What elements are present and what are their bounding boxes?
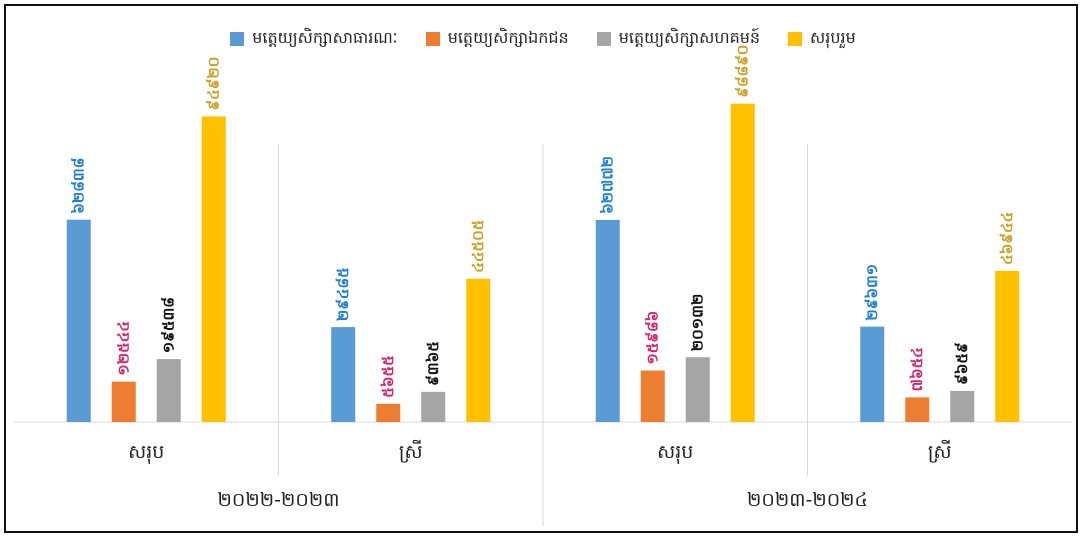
bar (111, 381, 136, 422)
data-label: ២៩៦៣១ (863, 264, 881, 321)
data-label: ៥៦៥៥ (379, 355, 397, 397)
bar (730, 103, 755, 422)
data-label: ៩៣៦៥ (424, 341, 442, 386)
data-label: ១៩៥៣៨ (160, 297, 178, 353)
legend-item-public: មត្តេយ្យសិក្សាសាធារណៈ (230, 27, 398, 51)
bar (156, 359, 181, 422)
legend: មត្តេយ្យសិក្សាសាធារណៈ មត្តេយ្យសិក្សាឯកជន… (6, 24, 1080, 54)
legend-label-community: មត្តេយ្យសិក្សាសហគមន៍ (618, 28, 761, 47)
bar (66, 219, 91, 422)
category-label: ស្រី (399, 439, 423, 463)
data-label: ២០១៣២ (689, 294, 707, 352)
bar (376, 403, 401, 422)
bar (860, 326, 885, 422)
bar (905, 397, 930, 422)
bar (995, 270, 1020, 422)
bar (331, 327, 356, 422)
legend-item-private: មត្តេយ្យសិក្សាឯកជន (425, 27, 569, 51)
bar (466, 278, 491, 422)
legend-item-total: សរុបរួម (788, 27, 856, 51)
data-label: ១២៥៤៤ (115, 321, 133, 376)
category-label: សរុប (657, 441, 693, 465)
legend-swatch-public (230, 32, 245, 46)
bar (640, 370, 665, 422)
bar (950, 390, 975, 422)
data-label: ៦២៧៧២ (599, 156, 617, 214)
data-label: ៤៤៥០៥ (469, 220, 487, 273)
legend-swatch-community (596, 32, 611, 46)
bar (421, 391, 446, 422)
legend-label-private: មត្តេយ្យសិក្សាឯកជន (447, 28, 569, 47)
data-label: ៩៦៥៩ (953, 342, 971, 384)
bar (685, 357, 710, 422)
data-label: ៩៨៨៩០ (734, 45, 752, 98)
legend-swatch-private (425, 32, 440, 46)
data-label: ៧៦៥៤ (908, 347, 926, 391)
data-label: ១៥៩៨៦ (644, 311, 662, 365)
data-label: ៩៤៩២០ (205, 57, 223, 111)
legend-label-public: មត្តេយ្យសិក្សាសាធារណៈ (252, 28, 398, 47)
category-label: ស្រី (928, 439, 952, 463)
legend-swatch-total (788, 32, 803, 46)
data-label: ៤៦៩៤៤ (998, 212, 1016, 265)
bar (595, 219, 620, 422)
year-group-label: ២០២២-២០២៣ (218, 489, 340, 511)
year-group-label: ២០២៣-២០២៤ (747, 489, 868, 511)
data-label: ៦២៨៣៨ (70, 158, 88, 214)
category-label: សរុប (128, 441, 164, 465)
chart-frame: មត្តេយ្យសិក្សាសាធារណៈ មត្តេយ្យសិក្សាឯកជន… (4, 4, 1078, 533)
bar (201, 116, 226, 422)
data-label: ២៩៤៨៥ (334, 267, 352, 321)
legend-label-total: សរុបរួម (810, 28, 856, 47)
legend-item-community: មត្តេយ្យសិក្សាសហគមន៍ (596, 27, 761, 51)
